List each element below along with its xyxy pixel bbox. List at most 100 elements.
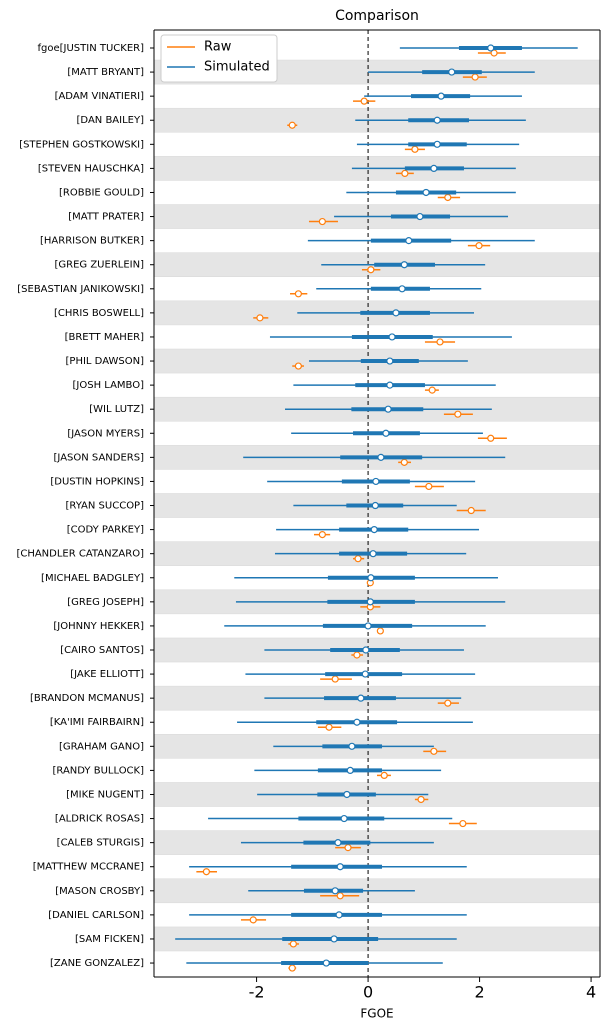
point <box>288 121 296 129</box>
point <box>382 429 390 437</box>
y-tick-label: [MASON CROSBY] <box>55 886 144 897</box>
y-tick-label: [KA'IMI FAIRBAIRN] <box>50 717 144 728</box>
x-tick-label: 4 <box>586 983 596 1002</box>
y-tick-label: fgoe[JUSTIN TUCKER] <box>37 43 144 54</box>
x-axis-label: FGOE <box>360 1007 393 1021</box>
point <box>454 410 462 418</box>
point <box>344 844 352 852</box>
y-tick-label: [MATTHEW MCCRANE] <box>33 862 144 873</box>
y-tick-label: [MICHAEL BADGLEY] <box>41 573 144 584</box>
y-tick-label: [DUSTIN HOPKINS] <box>50 476 144 487</box>
point <box>348 742 356 750</box>
point <box>202 868 211 876</box>
point <box>330 935 338 943</box>
y-tick-label: [DANIEL CARLSON] <box>48 910 144 921</box>
point <box>331 887 339 895</box>
y-tick-label: [MATT BRYANT] <box>67 67 144 78</box>
point <box>448 68 456 76</box>
point <box>380 771 388 780</box>
point <box>318 217 326 226</box>
y-tick-label: [SAM FICKEN] <box>75 934 144 945</box>
y-tick-label: [DAN BAILEY] <box>77 115 145 126</box>
y-tick-label: [GREG ZUERLEIN] <box>54 260 144 271</box>
point <box>331 675 339 683</box>
point <box>425 482 433 491</box>
legend-label: Simulated <box>204 60 270 75</box>
point <box>398 285 406 293</box>
y-tick-label: [CALEB STURGIS] <box>57 838 144 849</box>
point <box>430 164 438 172</box>
y-tick-label: [GREG JOSEPH] <box>67 597 144 608</box>
point <box>336 892 344 900</box>
point <box>376 627 384 635</box>
x-tick-label: -2 <box>249 983 265 1002</box>
point <box>294 362 302 370</box>
y-tick-label: [STEVEN HAUSCHKA] <box>38 163 144 174</box>
point <box>436 338 444 346</box>
point <box>322 959 330 967</box>
point <box>288 964 296 972</box>
point <box>401 169 409 177</box>
point <box>487 434 495 442</box>
y-tick-label: [ADAM VINATIERI] <box>55 91 145 102</box>
point <box>433 116 441 124</box>
point <box>346 766 354 775</box>
y-tick-label: [STEPHEN GOSTKOWSKI] <box>19 139 144 150</box>
y-tick-label: [JASON MYERS] <box>67 428 144 439</box>
point <box>386 357 394 365</box>
y-tick-label: [RANDY BULLOCK] <box>53 765 145 776</box>
point <box>411 145 419 153</box>
point <box>334 839 342 847</box>
y-tick-label: [HARRISON BUTKER] <box>40 236 144 247</box>
y-tick-label: [BRANDON MCMANUS] <box>30 693 144 704</box>
point <box>367 574 375 582</box>
point <box>294 290 302 298</box>
point <box>475 242 483 250</box>
point <box>416 212 424 221</box>
point <box>428 386 436 394</box>
y-tick-label: [JOSH LAMBO] <box>73 380 145 391</box>
y-tick-label: [MATT PRATER] <box>68 212 144 223</box>
point <box>369 550 377 558</box>
point <box>433 140 441 148</box>
point <box>384 405 392 413</box>
point <box>444 699 452 707</box>
y-tick-label: [JAKE ELLIOTT] <box>70 669 144 680</box>
point <box>335 911 343 919</box>
point <box>367 266 375 274</box>
legend-label: Raw <box>204 40 232 55</box>
point <box>357 694 365 702</box>
y-tick-label: [JASON SANDERS] <box>54 452 145 463</box>
point <box>405 237 413 245</box>
point <box>400 261 408 269</box>
point <box>400 458 408 466</box>
point <box>417 795 425 804</box>
legend: Raw Simulated <box>160 34 278 83</box>
point <box>343 790 351 799</box>
point <box>364 622 372 630</box>
point <box>362 646 370 654</box>
row-band <box>153 252 601 278</box>
y-tick-label: [ROBBIE GOULD] <box>59 187 144 198</box>
y-tick-label: [PHIL DAWSON] <box>66 356 145 367</box>
point <box>444 193 452 202</box>
y-tick-label: [JOHNNY HEKKER] <box>53 621 144 632</box>
point <box>459 819 467 828</box>
point <box>487 44 495 52</box>
point <box>430 747 438 755</box>
y-tick-label: [GRAHAM GANO] <box>59 741 144 752</box>
point <box>366 598 374 606</box>
point <box>353 651 361 659</box>
point <box>361 670 369 678</box>
y-tick-label: [CHANDLER CATANZARO] <box>16 549 144 560</box>
point <box>325 723 333 731</box>
row-band <box>153 541 601 566</box>
point <box>471 73 479 81</box>
x-tick-label: 0 <box>363 983 373 1002</box>
y-tick-label: [SEBASTIAN JANIKOWSKI] <box>17 284 144 295</box>
point <box>386 381 394 389</box>
point <box>377 453 385 461</box>
y-tick-label: [CAIRO SANTOS] <box>60 645 144 656</box>
point <box>289 940 297 948</box>
point <box>370 525 378 534</box>
